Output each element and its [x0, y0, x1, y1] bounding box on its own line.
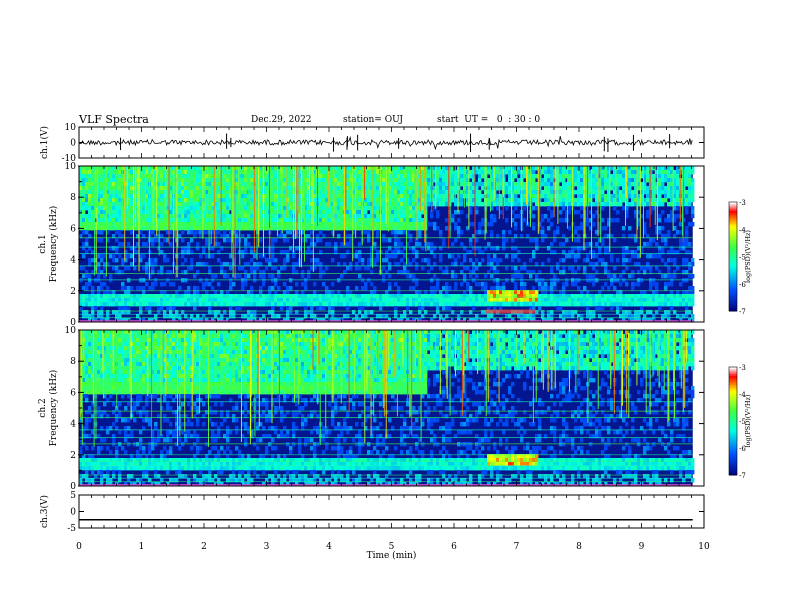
- ch2-spectrogram-ytick-label: 10: [65, 326, 77, 336]
- ch2-spectrogram-colorbar-tick-label: -3: [739, 364, 746, 372]
- ch3-waveform-ylabel: ch.3(V): [39, 495, 50, 528]
- ch1-spectrogram-panel: 0 2 4 6 8 10 ch.1 Frequency (kHz): [38, 162, 705, 328]
- ch1-spectrogram-ytick-label: 4: [70, 256, 76, 266]
- ch2-spectrogram-ytick-label: 8: [70, 357, 76, 367]
- ch1-spectrogram-ytick-label: 2: [70, 287, 76, 297]
- x-tick-label: 8: [576, 542, 582, 552]
- ch1-waveform-ylabel: ch.1(V): [39, 126, 50, 159]
- ch1-waveform-ytick-label: 10: [65, 123, 77, 133]
- ch1-spectrogram-ytick-label: 0: [70, 318, 76, 328]
- ch1-waveform-ytick-label: 0: [70, 139, 76, 149]
- ch3-waveform-ytick-label: 0: [70, 508, 76, 518]
- ch2-spectrogram-baseline-line: [79, 484, 693, 487]
- ch2-spectrogram-colorbar-tick-label: -7: [739, 472, 746, 480]
- chart-title: VLF Spectra: [79, 113, 149, 126]
- x-tick-label: 2: [201, 542, 207, 552]
- x-tick-label: 10: [698, 542, 710, 552]
- ch1-spectrogram-colorbar-tick-label: -4: [739, 226, 746, 234]
- ch1-spectrogram-burst: [485, 309, 536, 314]
- x-axis-label: Time (min): [367, 550, 417, 561]
- date-label: Dec.29, 2022: [251, 115, 312, 125]
- x-tick-label: 1: [139, 542, 145, 552]
- ch1-waveform-panel: 10 0 -10 ch.1(V): [39, 123, 705, 164]
- ch1-spectrogram-colorbar-frame: [728, 201, 738, 312]
- ch1-spectrogram-ytick-label: 8: [70, 193, 76, 203]
- ch1-waveform-trace: [78, 136, 693, 151]
- ch1-spectrogram-ylabel-channel: ch.1: [38, 234, 48, 253]
- ch1-spectrogram-colorbar: -3 -4 -5 -6 -7 log(PSD)(V²/Hz): [728, 199, 752, 316]
- ch1-spectrogram-colorbar-tick-label: -3: [739, 199, 746, 207]
- ch1-spectrogram-ytick-label: 10: [65, 162, 77, 172]
- ch1-spectrogram-colorbar-tick-label: -7: [739, 308, 746, 316]
- x-tick-label: 7: [514, 542, 520, 552]
- ch1-spectrogram-baseline-line: [79, 320, 693, 323]
- x-tick-label: 5: [389, 542, 395, 552]
- x-tick-label: 0: [76, 542, 82, 552]
- ch2-spectrogram-colorbar-tick-label: -4: [739, 391, 746, 399]
- ch2-spectrogram-colorbar: -3 -4 -5 -6 -7 log(PSD)(V²/Hz): [728, 364, 752, 480]
- ch1-spectrogram-ytick-label: 6: [70, 224, 76, 234]
- x-tick-label: 4: [326, 542, 332, 552]
- ch2-spectrogram-ylabel-channel: ch.2: [38, 398, 48, 417]
- ch2-spectrogram-ytick-label: 2: [70, 451, 76, 461]
- ch2-spectrogram-ytick-label: 0: [70, 482, 76, 492]
- x-tick-label: 9: [639, 542, 645, 552]
- x-tick-label: 6: [451, 542, 457, 552]
- ch1-spectrogram-colorbar-label: log(PSD)(V²/Hz): [744, 230, 752, 283]
- station-label: station= OUJ: [343, 115, 404, 125]
- ch3-waveform-ytick-label: 5: [70, 491, 76, 501]
- x-tick-label: 3: [264, 542, 270, 552]
- ch2-spectrogram-ylabel: Frequency (kHz): [48, 370, 59, 447]
- ch2-spectrogram-colorbar-tick-label: -6: [739, 445, 746, 453]
- ch2-spectrogram-colorbar-label: log(PSD)(V²/Hz): [744, 394, 752, 447]
- ch2-spectrogram-colorbar-tick-label: -5: [739, 418, 746, 426]
- ch1-spectrogram-colorbar-tick-label: -6: [739, 281, 746, 289]
- ch2-spectrogram-ytick-label: 6: [70, 388, 76, 398]
- ch1-spectrogram-ylabel: Frequency (kHz): [48, 206, 59, 283]
- ch3-waveform-panel: 5 0 -5 ch.3(V): [39, 491, 705, 534]
- ch2-spectrogram-panel: 0 2 4 6 8 10 ch.2 Frequency (kHz): [38, 326, 705, 492]
- ch2-spectrogram-colorbar-frame: [728, 366, 738, 476]
- ch3-waveform-ytick-label: -5: [67, 524, 76, 534]
- ch1-waveform-ytick-label: -10: [62, 154, 77, 164]
- ch2-spectrogram-ytick-label: 4: [70, 420, 76, 430]
- ch1-spectrogram-colorbar-tick-label: -5: [739, 254, 746, 262]
- start-time-label: start UT = 0 : 30 : 0: [437, 115, 541, 125]
- x-axis: 0 1 2 3 4 5 6 7 8 9 10 Time (min): [76, 542, 710, 561]
